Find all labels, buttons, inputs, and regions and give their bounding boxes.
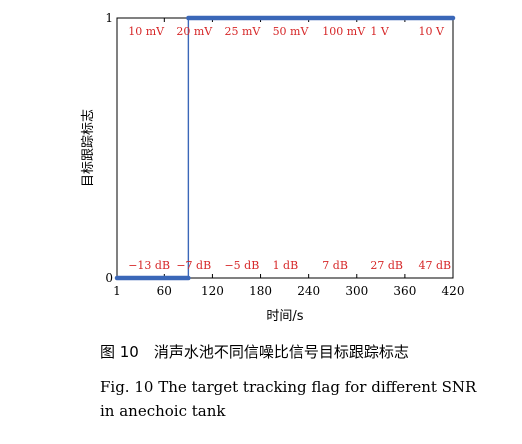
figure-caption-english-line2: in anechoic tank xyxy=(100,402,226,420)
x-axis-ticks: 1 60 120 180 240 300 360 420 xyxy=(113,18,464,298)
top-annotation-label: 25 mV xyxy=(224,25,261,38)
bottom-annotation-label: −13 dB xyxy=(128,259,170,272)
figure-caption-english: Fig. 10 The target tracking flag for dif… xyxy=(100,375,476,423)
top-annotation-label: 1 V xyxy=(370,25,389,38)
top-annotation-label: 50 mV xyxy=(273,25,310,38)
bottom-annotation-label: 1 dB xyxy=(273,259,299,272)
plot-border xyxy=(116,17,454,279)
top-annotation-label: 10 mV xyxy=(128,25,165,38)
bottom-annotation-label: 47 dB xyxy=(419,259,452,272)
bottom-annotation-label: −7 dB xyxy=(176,259,211,272)
x-tick-label: 420 xyxy=(442,284,465,298)
x-tick-label: 240 xyxy=(297,284,320,298)
x-axis-label: 时间/s xyxy=(266,309,303,324)
series-lines xyxy=(114,15,456,281)
plot-frame xyxy=(116,17,454,279)
top-annotation-label: 100 mV xyxy=(322,25,366,38)
bottom-annotation-label: 27 dB xyxy=(370,259,403,272)
y-tick-label: 0 xyxy=(105,271,113,285)
x-tick-label: 300 xyxy=(345,284,368,298)
bottom-annotation-label: −5 dB xyxy=(224,259,259,272)
x-tick-label: 60 xyxy=(157,284,172,298)
bottom-annotations: −13 dB −7 dB −5 dB 1 dB 7 dB 27 dB 47 dB xyxy=(128,259,451,272)
y-tick-label: 1 xyxy=(105,11,113,25)
tracking-flag-chart: 1 60 120 180 240 300 360 420 01 10 mV 20 mV 25 mV… xyxy=(81,11,464,324)
figure-caption-chinese: 图 10 消声水池不同信噪比信号目标跟踪标志 xyxy=(100,343,409,361)
y-axis-ticks: 01 xyxy=(105,11,121,285)
x-tick-label: 1 xyxy=(113,284,121,298)
top-annotation-label: 20 mV xyxy=(176,25,213,38)
series-line xyxy=(114,15,456,281)
x-tick-label: 120 xyxy=(201,284,224,298)
top-annotations: 10 mV 20 mV 25 mV 50 mV 100 mV 1 V 10 V xyxy=(128,25,445,38)
x-tick-label: 360 xyxy=(393,284,416,298)
top-annotation-label: 10 V xyxy=(419,25,445,38)
figure-caption-english-line1: Fig. 10 The target tracking flag for dif… xyxy=(100,378,477,396)
x-tick-label: 180 xyxy=(249,284,272,298)
bottom-annotation-label: 7 dB xyxy=(322,259,348,272)
y-axis-label: 目标跟踪标志 xyxy=(81,109,96,187)
